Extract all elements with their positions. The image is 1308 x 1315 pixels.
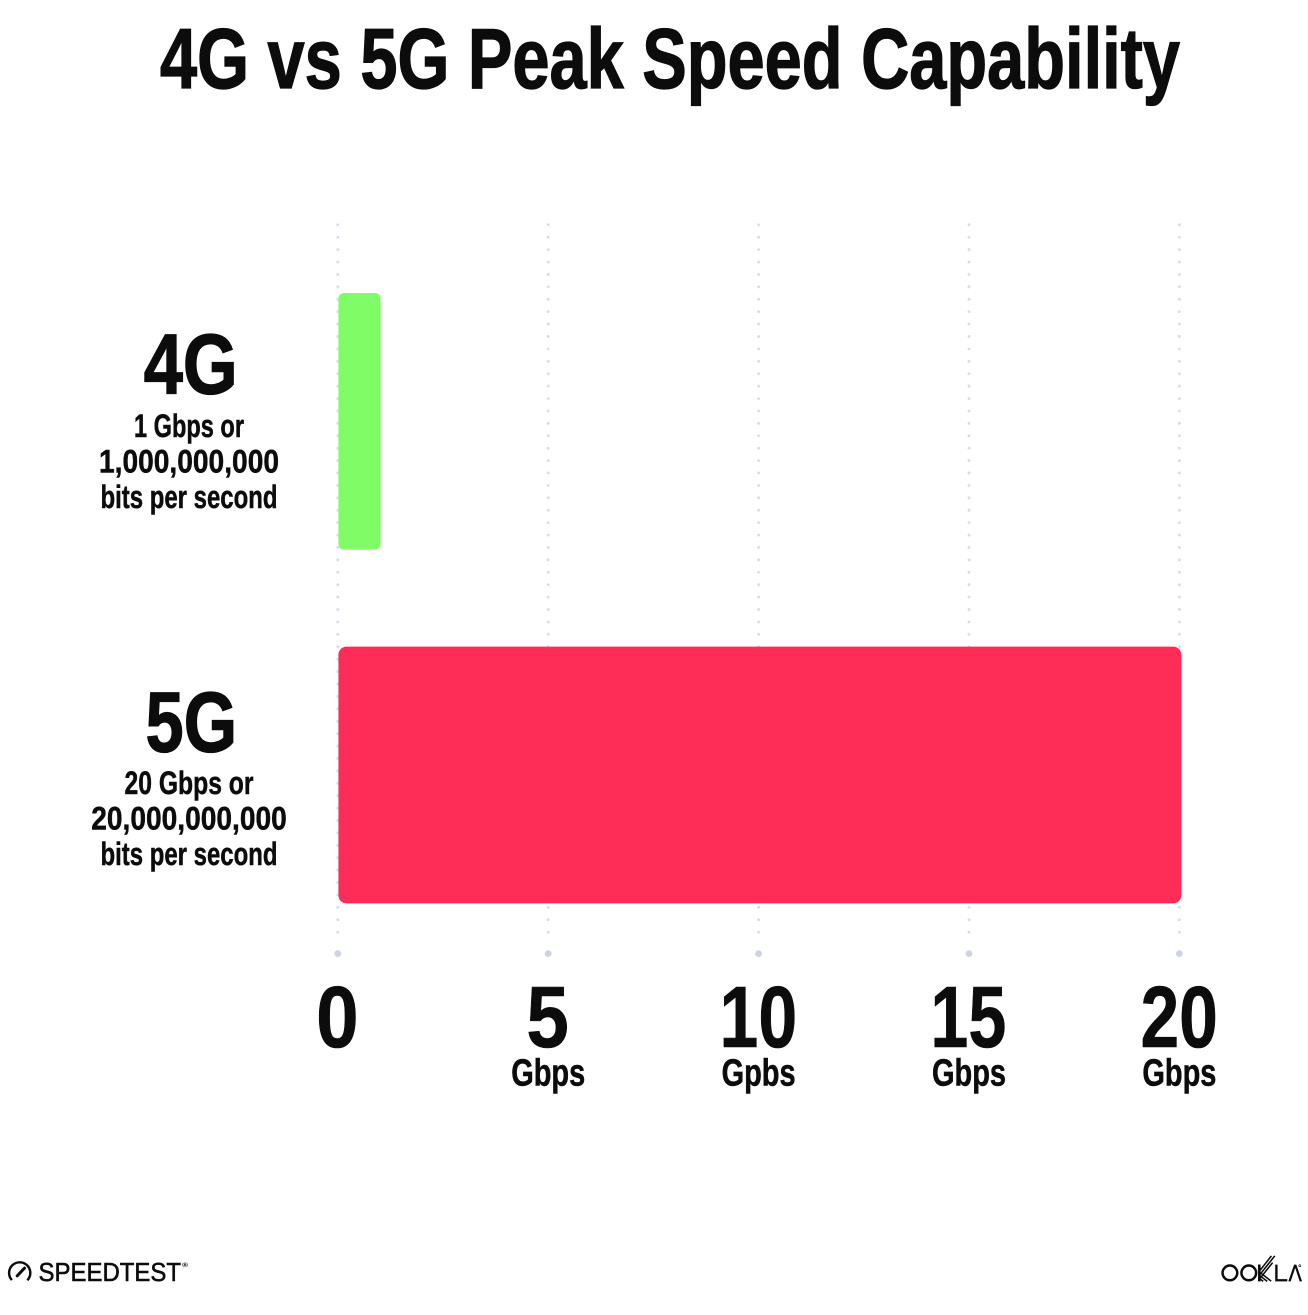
svg-text:4G: 4G	[144, 317, 238, 412]
svg-text:1 Gbps or: 1 Gbps or	[134, 407, 244, 444]
svg-text:5: 5	[526, 969, 569, 1066]
svg-text:10: 10	[720, 969, 798, 1066]
svg-text:1,000,000,000: 1,000,000,000	[99, 443, 279, 480]
svg-text:Gbps: Gbps	[932, 1052, 1006, 1094]
svg-text:15: 15	[930, 969, 1006, 1066]
svg-text:20,000,000,000: 20,000,000,000	[91, 799, 287, 836]
svg-text:Gpbs: Gpbs	[722, 1052, 796, 1094]
svg-text:4G vs 5G Peak Speed Capability: 4G vs 5G Peak Speed Capability	[160, 12, 1180, 107]
svg-text:Gbps: Gbps	[1142, 1052, 1216, 1094]
svg-text:SPEEDTEST: SPEEDTEST	[39, 1257, 182, 1287]
svg-text:bits per second: bits per second	[101, 835, 278, 872]
svg-text:®: ®	[182, 1262, 189, 1269]
svg-text:5G: 5G	[146, 676, 238, 771]
svg-text:bits per second: bits per second	[101, 478, 278, 515]
svg-text:20 Gbps or: 20 Gbps or	[125, 764, 254, 801]
svg-text:Gbps: Gbps	[511, 1052, 585, 1094]
svg-text:0: 0	[316, 969, 359, 1066]
svg-text:20: 20	[1140, 969, 1218, 1066]
